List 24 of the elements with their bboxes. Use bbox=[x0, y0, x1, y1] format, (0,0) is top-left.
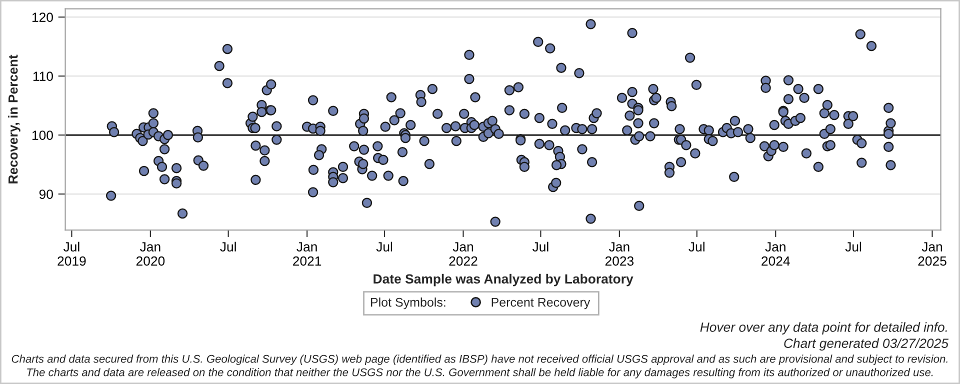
x-tick-label: Jul bbox=[845, 242, 862, 252]
y-tick-label: 90 bbox=[39, 190, 53, 199]
y-tick-label: 120 bbox=[32, 12, 53, 22]
y-tick-label: 110 bbox=[33, 72, 53, 81]
y-axis-title: Recovery, in Percent bbox=[8, 54, 20, 184]
x-tick-label: Jul bbox=[688, 242, 704, 252]
x-tick-label: Jan 2020 bbox=[136, 242, 165, 266]
text: Hover over any data point for detailed info. bbox=[700, 322, 947, 334]
legend-label: Percent Recovery bbox=[492, 298, 590, 310]
x-tick-label: Jan 2022 bbox=[449, 242, 478, 266]
text: The charts and data are released on the condition that neither the USGS nor the U.S. Government shall be held liable for any damages resulting from its authorized or unauthorized use. bbox=[27, 368, 933, 378]
text: Chart generated 03/27/2025 bbox=[784, 338, 949, 351]
y-tick-label: 100 bbox=[32, 130, 53, 140]
x-tick-label: Jul bbox=[376, 242, 392, 252]
x-tick-label: Jul bbox=[532, 242, 548, 252]
x-tick-label: Jan 2023 bbox=[605, 242, 634, 266]
x-tick-label: Jan 2025 bbox=[918, 242, 946, 266]
x-tick-label: Jan 2021 bbox=[293, 242, 322, 266]
x-tick-label: Jul bbox=[220, 242, 236, 252]
x-axis-title: Date Sample was Analyzed by Laboratory bbox=[374, 274, 634, 286]
legend-title: Plot Symbols: bbox=[371, 298, 446, 310]
x-tick-label: Jul 2019 bbox=[58, 242, 86, 266]
x-tick-label: Jan 2024 bbox=[762, 242, 790, 266]
text: Charts and data secured from this U.S. Geological Survey (USGS) web page (identified as IBSP) have not received official USGS approval and as such are provisional and subject to revision. bbox=[12, 354, 948, 365]
